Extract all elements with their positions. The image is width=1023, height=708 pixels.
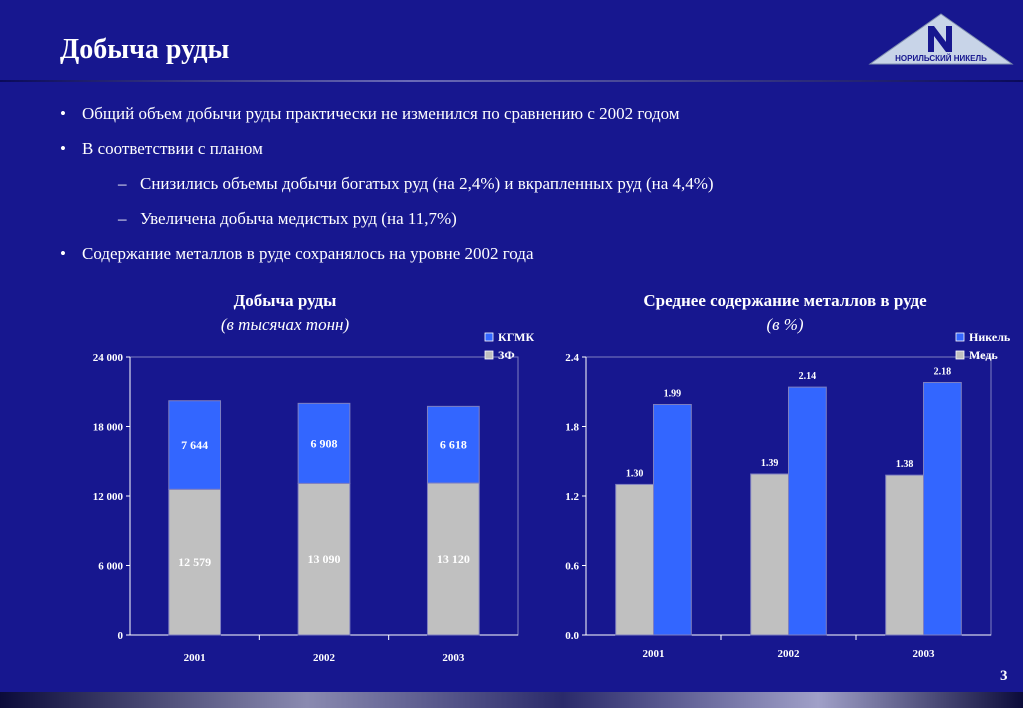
bar-segment xyxy=(297,402,351,484)
data-label: 1.99 xyxy=(664,388,682,399)
y-tick-label: 18 000 xyxy=(93,422,124,434)
bullet-list: Общий объем добычи руды практически не и… xyxy=(58,96,998,271)
x-tick-label: 2003 xyxy=(442,652,465,664)
x-tick-label: 2002 xyxy=(313,652,336,664)
bar-segment xyxy=(168,400,222,490)
bar xyxy=(615,483,655,636)
legend-swatch xyxy=(955,350,965,360)
metals-chart-title: Среднее содержание металлов в руде xyxy=(643,291,927,310)
bullet-item: Общий объем добычи руды практически не и… xyxy=(58,96,998,131)
y-tick-label: 0 xyxy=(118,630,124,642)
ore-chart-title: Добыча руды xyxy=(233,291,337,310)
data-label: 13 090 xyxy=(308,552,341,566)
y-tick-label: 0.0 xyxy=(565,630,579,642)
metals-chart-subtitle: (в %) xyxy=(766,315,804,334)
y-tick-label: 1.2 xyxy=(565,491,579,503)
page-title: Добыча руды xyxy=(60,34,230,65)
x-tick-label: 2002 xyxy=(778,648,801,660)
data-label: 1.38 xyxy=(896,459,914,470)
metals-chart-heading: Среднее содержание металлов в руде (в %) xyxy=(575,289,995,337)
x-tick-label: 2001 xyxy=(643,648,665,660)
x-tick-label: 2003 xyxy=(913,648,936,660)
bar-segment xyxy=(297,482,351,636)
norilsk-nickel-logo: НОРИЛЬСКИЙ НИКЕЛЬ xyxy=(868,13,1014,65)
legend-swatch xyxy=(484,350,494,360)
data-label: 6 618 xyxy=(440,438,467,452)
bar-segment xyxy=(426,482,480,636)
bar-segment xyxy=(168,488,222,636)
data-label: 7 644 xyxy=(181,438,208,452)
y-tick-label: 2.4 xyxy=(565,352,579,364)
data-label: 12 579 xyxy=(178,555,211,569)
bar xyxy=(750,473,790,636)
data-label: 1.39 xyxy=(761,458,779,469)
y-tick-label: 12 000 xyxy=(93,491,124,503)
bar xyxy=(923,381,962,636)
bullet-item: В соответствии с планом xyxy=(58,131,998,166)
bar xyxy=(885,474,925,636)
bullet-item: Содержание металлов в руде сохранялось н… xyxy=(58,236,998,271)
page-number: 3 xyxy=(1000,668,1008,684)
data-label: 2.18 xyxy=(934,366,952,377)
legend-label: Медь xyxy=(969,348,998,362)
bar xyxy=(788,386,827,636)
ore-chart-heading: Добыча руды (в тысячах тонн) xyxy=(135,289,435,337)
sub-bullet-item: Снизились объемы добычи богатых руд (на … xyxy=(58,166,998,201)
data-label: 2.14 xyxy=(799,371,817,382)
logo-wordmark: НОРИЛЬСКИЙ НИКЕЛЬ xyxy=(895,54,987,63)
data-label: 1.30 xyxy=(626,468,644,479)
title-divider xyxy=(0,80,1023,82)
sub-bullet-item: Увеличена добыча медистых руд (на 11,7%) xyxy=(58,201,998,236)
bar-segment xyxy=(426,405,480,484)
y-tick-label: 24 000 xyxy=(93,352,124,364)
ore-chart-subtitle: (в тысячах тонн) xyxy=(220,315,350,334)
data-label: 13 120 xyxy=(437,552,470,566)
y-tick-label: 6 000 xyxy=(98,561,123,573)
data-label: 6 908 xyxy=(311,436,338,450)
bottom-decor-strip xyxy=(0,692,1023,708)
legend-label: ЗФ xyxy=(498,348,515,362)
bar xyxy=(653,403,692,636)
x-tick-label: 2001 xyxy=(184,652,206,664)
y-tick-label: 0.6 xyxy=(565,561,579,573)
legend-swatch xyxy=(955,332,965,342)
legend-label: КГМК xyxy=(498,330,535,344)
legend-label: Никель xyxy=(969,330,1011,344)
legend-swatch xyxy=(484,332,494,342)
y-tick-label: 1.8 xyxy=(565,422,579,434)
